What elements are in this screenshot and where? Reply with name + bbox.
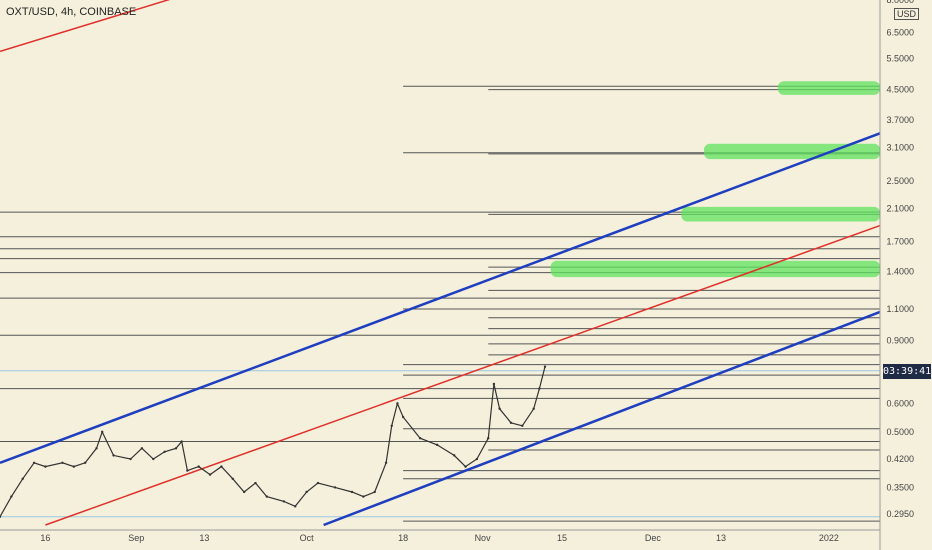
y-tick-label-16: 0.3500 (886, 482, 914, 492)
price-point-49 (543, 365, 547, 368)
price-point-22 (242, 490, 246, 494)
x-tick-label-2: 13 (199, 533, 209, 543)
price-point-16 (180, 440, 183, 443)
price-point-11 (129, 457, 132, 461)
price-point-9 (100, 430, 104, 434)
y-tick-label-3: 4.5000 (886, 85, 914, 95)
y-tick-label-10: 1.1000 (886, 304, 914, 314)
price-point-43 (492, 382, 496, 386)
price-point-2 (21, 477, 24, 480)
price-countdown-tag: 03:39:41 (883, 364, 932, 379)
x-tick-label-4: 18 (398, 533, 408, 543)
price-point-19 (208, 473, 212, 476)
zone-1 (704, 143, 880, 160)
price-point-39 (452, 454, 456, 457)
x-tick-label-9: 2022 (819, 533, 839, 543)
price-point-34 (390, 424, 393, 427)
trendlines (0, 0, 881, 527)
price-point-33 (384, 461, 388, 464)
x-axis: 16 Sep 13 Oct 18 Nov 15 Dec 13 2022 (0, 529, 880, 543)
price-point-47 (532, 407, 535, 410)
price-point-8 (95, 447, 98, 450)
price-point-35 (396, 402, 399, 405)
price-point-14 (163, 450, 166, 453)
zone-2 (681, 206, 880, 222)
price-point-6 (72, 465, 76, 468)
price-point-46 (521, 424, 524, 427)
price-point-10 (112, 454, 115, 457)
price-point-4 (44, 465, 47, 468)
price-point-27 (305, 490, 308, 494)
price-point-29 (333, 486, 337, 489)
price-point-32 (373, 490, 376, 494)
y-tick-label-8: 1.7000 (886, 236, 914, 246)
y-tick-label-11: 0.9000 (886, 335, 914, 345)
red-line-3 (0, 0, 171, 53)
price-point-24 (265, 495, 269, 498)
y-tick-label-0: 8.0000 (886, 0, 914, 5)
y-tick-label-17: 0.2950 (886, 509, 914, 519)
y-tick-label-9: 1.4000 (886, 266, 914, 276)
price-point-48 (538, 387, 541, 390)
price-point-30 (350, 490, 354, 494)
channel-line-0 (0, 132, 881, 464)
y-tick-label-7: 2.1000 (886, 203, 914, 213)
price-point-38 (435, 443, 439, 447)
price-point-26 (294, 505, 297, 508)
chart-title: OXT/USD, 4h, COINBASE (6, 6, 137, 18)
price-point-5 (61, 461, 64, 464)
y-tick-label-14: 0.5000 (886, 427, 914, 437)
price-point-37 (418, 437, 422, 440)
price-line (0, 366, 546, 517)
y-tick-label-2: 5.5000 (886, 53, 914, 63)
price-point-36 (401, 415, 405, 419)
x-tick-label-3: Oct (300, 533, 315, 543)
price-point-23 (254, 481, 257, 485)
price-point-44 (498, 407, 501, 410)
price-point-45 (509, 421, 513, 425)
y-axis: 8.0000 6.5000 5.5000 4.5000 3.7000 3.1000 2.50… (879, 0, 914, 550)
price-point-0 (0, 515, 2, 518)
y-tick-label-15: 0.4200 (886, 454, 914, 464)
price-point-25 (282, 500, 286, 503)
zone-3 (550, 260, 880, 278)
price-point-20 (220, 465, 223, 468)
price-point-21 (231, 477, 234, 480)
red-line-2 (45, 224, 881, 526)
price-point-17 (186, 469, 189, 472)
y-tick-label-6: 2.5000 (886, 176, 914, 186)
price-point-12 (140, 447, 144, 450)
currency-label[interactable]: USD (894, 8, 920, 20)
price-point-42 (487, 437, 490, 440)
x-tick-label-1: Sep (128, 533, 144, 543)
zone-0 (777, 81, 880, 95)
price-point-7 (83, 461, 87, 464)
y-tick-label-5: 3.1000 (886, 143, 914, 153)
price-point-40 (464, 465, 467, 468)
price-point-31 (362, 495, 365, 498)
x-tick-label-7: Dec (645, 533, 662, 543)
price-point-1 (10, 495, 13, 498)
y-tick-label-1: 6.5000 (886, 27, 914, 37)
y-tick-label-13: 0.6000 (886, 398, 914, 408)
price-point-15 (174, 447, 178, 450)
y-tick-label-4: 3.7000 (886, 115, 914, 125)
channel-line-1 (323, 310, 881, 527)
price-point-13 (152, 457, 155, 461)
x-tick-label-5: Nov (475, 533, 492, 543)
price-point-28 (316, 481, 320, 485)
green-zones (550, 81, 880, 278)
price-point-3 (32, 461, 36, 464)
x-tick-label-8: 13 (716, 533, 726, 543)
x-tick-label-6: 15 (557, 533, 567, 543)
price-point-18 (197, 465, 200, 468)
price-point-41 (475, 457, 479, 461)
price-series (0, 365, 547, 518)
x-tick-label-0: 16 (40, 533, 50, 543)
